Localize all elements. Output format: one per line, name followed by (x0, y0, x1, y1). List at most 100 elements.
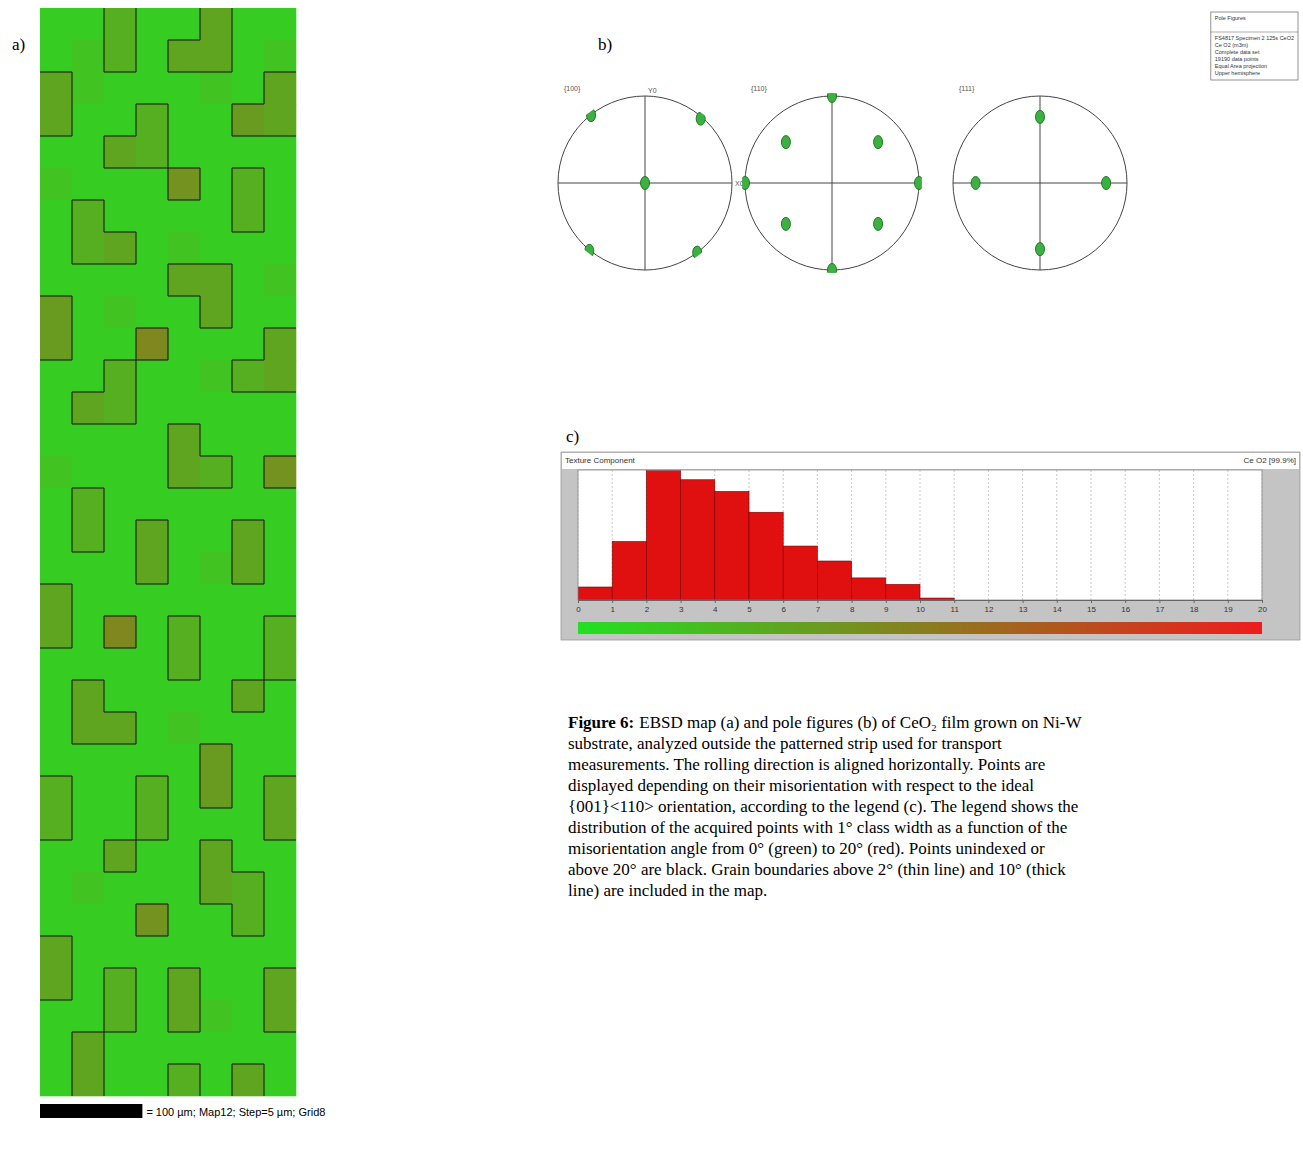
map-cell (168, 648, 200, 680)
map-cell (168, 520, 200, 552)
bar (886, 584, 920, 600)
x-tick-mark (681, 600, 682, 603)
map-cell (40, 392, 72, 424)
pole-circle (745, 96, 919, 270)
pole-circle (953, 96, 1127, 270)
map-cell (168, 1000, 200, 1032)
map-cell (232, 968, 264, 1000)
map-cell (232, 104, 264, 136)
figure: a)b)c)= 100 µm; Map12; Step=5 µm; Grid8{… (0, 0, 1303, 1169)
map-cell (168, 136, 200, 168)
map-cell (72, 808, 104, 840)
pole-figure-title: {111} (959, 85, 975, 93)
x-tick-label: 0 (576, 605, 581, 614)
map-cell (104, 360, 136, 392)
map-cell (136, 712, 168, 744)
pole-figure: {111} (953, 85, 1127, 270)
map-cell (40, 840, 72, 872)
map-cell (200, 616, 232, 648)
map-cell (168, 1032, 200, 1064)
map-cell (264, 680, 296, 712)
map-cell (168, 392, 200, 424)
map-cell (136, 360, 168, 392)
map-cell (136, 520, 168, 552)
map-cell (104, 840, 136, 872)
x-tick-mark (1057, 600, 1058, 603)
bar (646, 471, 680, 600)
map-cell (136, 168, 168, 200)
map-cell (264, 360, 296, 392)
map-cell (232, 232, 264, 264)
map-cell (104, 40, 136, 72)
map-cell (200, 968, 232, 1000)
map-cell (40, 936, 72, 968)
map-cell (104, 680, 136, 712)
map-cell (264, 712, 296, 744)
x-tick-mark (920, 600, 921, 603)
x-tick: 15 (1087, 600, 1096, 614)
map-cell (136, 232, 168, 264)
pole (874, 217, 883, 230)
map-cell (40, 8, 72, 40)
map-cell (200, 360, 232, 392)
map-cell (232, 744, 264, 776)
map-cell (104, 104, 136, 136)
map-cell (200, 744, 232, 776)
caption-line: misorientation angle from 0° (green) to … (568, 839, 1045, 858)
map-cell (136, 648, 168, 680)
pole (874, 136, 883, 149)
map-cell (136, 296, 168, 328)
map-cell (264, 104, 296, 136)
map-cell (72, 744, 104, 776)
map-cell (264, 8, 296, 40)
caption-text: EBSD map (a) and pole figures (b) of CeO… (639, 713, 1082, 732)
map-cell (264, 232, 296, 264)
map-cell (264, 136, 296, 168)
map-cell (72, 296, 104, 328)
x-tick: 17 (1155, 600, 1164, 614)
pole-legend-line: Upper hemisphere (1215, 70, 1260, 76)
map-cell (168, 776, 200, 808)
map-cell (200, 104, 232, 136)
grid-line (988, 470, 989, 600)
pole-axis-label: Y0 (648, 87, 657, 94)
x-tick-mark (749, 600, 750, 603)
x-tick-label: 16 (1121, 605, 1130, 614)
map-cell (72, 72, 104, 104)
caption-label: Figure 6: (568, 713, 634, 732)
map-cell (264, 328, 296, 360)
chart-subtitle: Ce O2 [99.9%] (1244, 456, 1296, 465)
map-cell (232, 424, 264, 456)
x-axis-line (579, 601, 1263, 604)
plot-area (578, 470, 1262, 600)
map-cell (40, 968, 72, 1000)
x-tick-label: 7 (816, 605, 821, 614)
bar (852, 578, 886, 600)
map-cell (232, 840, 264, 872)
map-cell (200, 1000, 232, 1032)
map-cell (104, 72, 136, 104)
map-cell (200, 808, 232, 840)
map-cell (40, 456, 72, 488)
map-cell (232, 456, 264, 488)
map-cell (72, 968, 104, 1000)
scale-bar (40, 1104, 142, 1118)
map-cell (104, 648, 136, 680)
map-cell (200, 328, 232, 360)
map-cell (104, 200, 136, 232)
map-cell (72, 904, 104, 936)
map-cell (136, 584, 168, 616)
plot-frame (578, 470, 1262, 600)
map-cell (136, 1000, 168, 1032)
map-cell (232, 776, 264, 808)
map-cell (40, 104, 72, 136)
map-cell (264, 776, 296, 808)
caption-line: measurements. The rolling direction is a… (568, 755, 1045, 774)
map-cell (72, 616, 104, 648)
map-cell (264, 72, 296, 104)
map-cell (136, 1032, 168, 1064)
map-cell (232, 520, 264, 552)
pole-figure-title: {100} (564, 85, 581, 93)
map-cell (104, 584, 136, 616)
map-cell (104, 264, 136, 296)
